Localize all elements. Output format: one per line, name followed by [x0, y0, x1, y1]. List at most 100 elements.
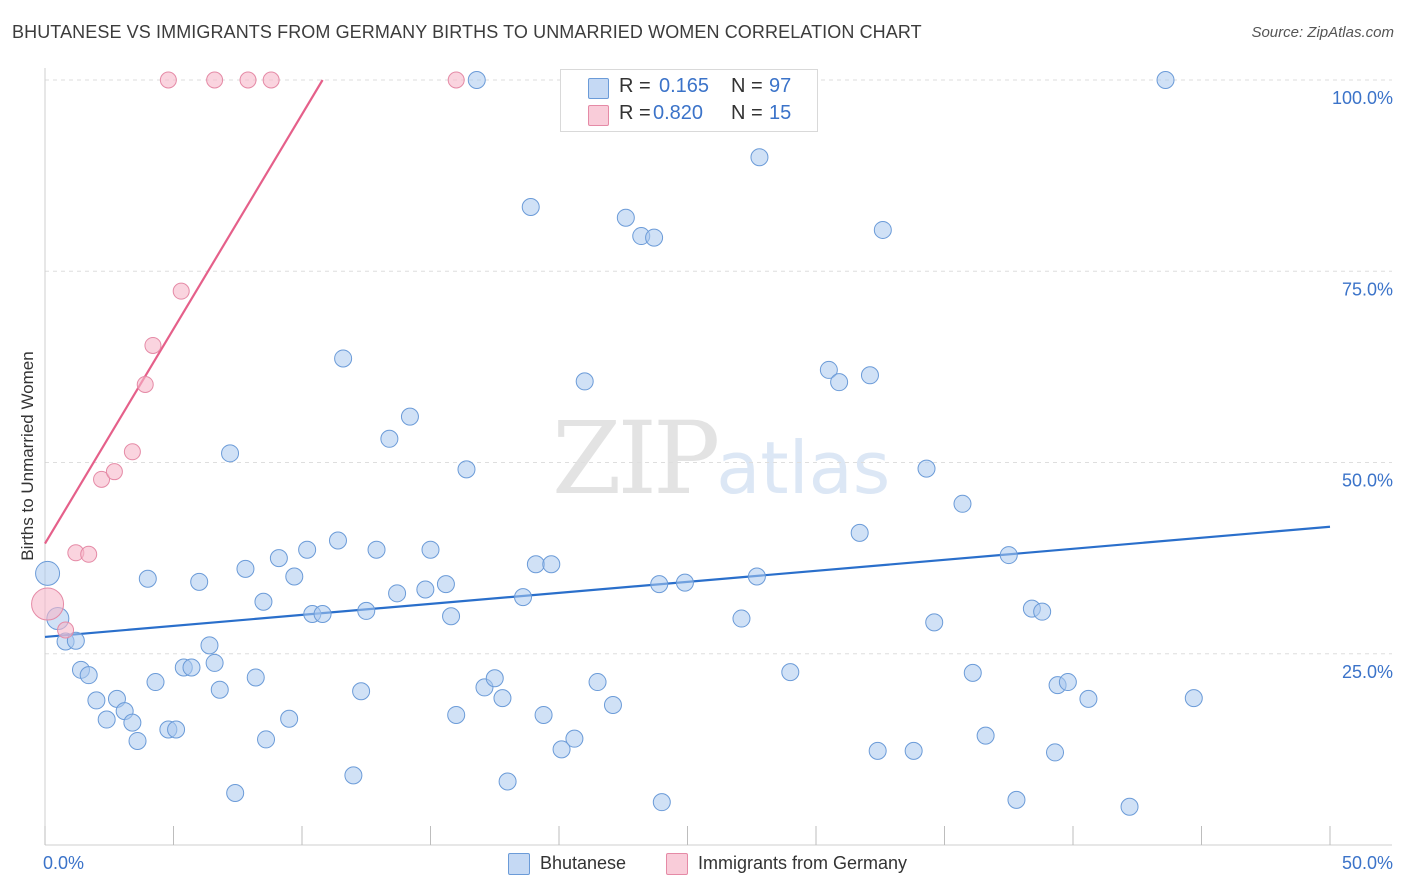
point-bhutanese: [236, 559, 255, 578]
legend-label-bhutanese: Bhutanese: [540, 853, 627, 873]
point-bhutanese: [87, 691, 106, 710]
legend-r-value: 0.165: [659, 75, 710, 97]
point-bhutanese: [575, 372, 594, 391]
point-bhutanese: [1007, 790, 1026, 809]
point-bhutanese: [1184, 689, 1203, 708]
point-germany: [239, 71, 257, 89]
axes: [44, 68, 1392, 846]
point-bhutanese: [400, 407, 419, 426]
y-axis-label: Births to Unmarried Women: [18, 351, 37, 561]
point-bhutanese: [97, 710, 116, 729]
point-germany: [57, 621, 75, 639]
point-bhutanese: [200, 636, 219, 655]
trend-lines: [44, 79, 1331, 639]
point-bhutanese: [868, 741, 887, 760]
point-germany: [80, 545, 98, 563]
legend-label-germany: Immigrants from Germany: [698, 853, 908, 873]
point-bhutanese: [205, 653, 224, 672]
point-bhutanese: [860, 366, 879, 385]
watermark-zip: ZIP: [552, 400, 720, 517]
point-bhutanese: [493, 689, 512, 708]
point-bhutanese: [367, 540, 386, 559]
point-bhutanese: [352, 682, 371, 701]
point-bhutanese: [588, 673, 607, 692]
source-label: Source: ZipAtlas.com: [1251, 24, 1394, 41]
point-bhutanese: [298, 540, 317, 559]
point-bhutanese: [526, 555, 545, 574]
point-bhutanese: [565, 729, 584, 748]
legend-n-value: 15: [769, 102, 792, 124]
point-bhutanese: [1156, 71, 1175, 89]
point-bhutanese: [210, 680, 229, 699]
point-bhutanese: [447, 705, 466, 724]
point-bhutanese: [498, 772, 517, 791]
legend-n-value: 97: [769, 75, 792, 97]
point-bhutanese: [747, 567, 766, 586]
point-bhutanese: [521, 197, 540, 216]
point-bhutanese: [146, 673, 165, 692]
point-bhutanese: [917, 459, 936, 478]
point-bhutanese: [819, 360, 838, 379]
point-germany: [262, 71, 280, 89]
point-bhutanese: [1079, 689, 1098, 708]
point-germany: [447, 71, 465, 89]
y-tick-label: 100.0%: [1332, 88, 1393, 108]
point-bhutanese: [781, 663, 800, 682]
point-bhutanese: [442, 607, 461, 626]
point-bhutanese: [457, 460, 476, 479]
point-germany: [136, 375, 154, 393]
point-bhutanese: [485, 669, 504, 688]
point-germany: [93, 470, 111, 488]
point-bhutanese: [542, 555, 561, 574]
legend-r-label: R =: [619, 102, 651, 124]
point-bhutanese: [904, 741, 923, 760]
y-tick-label: 75.0%: [1342, 279, 1393, 299]
legend-r-label: R =: [619, 75, 651, 97]
point-bhutanese: [226, 783, 245, 802]
point-germany: [123, 443, 141, 461]
point-germany: [172, 282, 190, 300]
point-bhutanese: [652, 793, 671, 812]
y-tick-label: 50.0%: [1342, 471, 1393, 491]
point-bhutanese: [123, 713, 142, 732]
point-bhutanese: [138, 569, 157, 588]
legend-swatch-bhutanese: [588, 78, 609, 99]
point-germany: [206, 71, 224, 89]
point-bhutanese: [357, 601, 376, 620]
point-bhutanese: [416, 580, 435, 599]
legend-row-germany: R = 0.820 N = 15: [561, 101, 817, 127]
point-bhutanese: [603, 696, 622, 715]
point-bhutanese: [976, 726, 995, 745]
point-bhutanese: [35, 560, 61, 586]
y-tick-label: 25.0%: [1342, 662, 1393, 682]
point-bhutanese: [1033, 602, 1052, 621]
point-germany: [144, 336, 162, 354]
point-bhutanese: [467, 71, 486, 89]
point-bhutanese: [167, 720, 186, 739]
point-bhutanese: [925, 613, 944, 632]
legend-row-bhutanese: R = 0.165 N = 97: [561, 74, 817, 100]
point-bhutanese: [552, 740, 571, 759]
tick-labels: 25.0% 50.0% 75.0% 100.0% 0.0% 50.0%: [43, 88, 1393, 873]
x-tick-label: 0.0%: [43, 853, 84, 873]
watermark-atlas: atlas: [716, 426, 891, 510]
point-bhutanese: [999, 546, 1018, 565]
point-germany: [105, 463, 123, 481]
point-bhutanese: [421, 540, 440, 559]
point-bhutanese: [269, 549, 288, 568]
correlation-legend: R = 0.165 N = 97 R = 0.820 N = 15: [560, 69, 818, 132]
point-bhutanese: [1120, 797, 1139, 816]
watermark: ZIPatlas: [552, 400, 890, 517]
point-bhutanese: [221, 444, 240, 463]
legend-swatch-germany: [588, 105, 609, 126]
point-bhutanese: [380, 429, 399, 448]
point-bhutanese: [285, 567, 304, 586]
point-bhutanese: [750, 148, 769, 167]
point-bhutanese: [953, 494, 972, 513]
point-germany: [31, 587, 65, 621]
point-bhutanese: [246, 668, 265, 687]
point-bhutanese: [328, 531, 347, 550]
legend-swatch-bhutanese: [508, 853, 530, 875]
point-bhutanese: [128, 731, 147, 750]
data-points: [31, 71, 1203, 816]
